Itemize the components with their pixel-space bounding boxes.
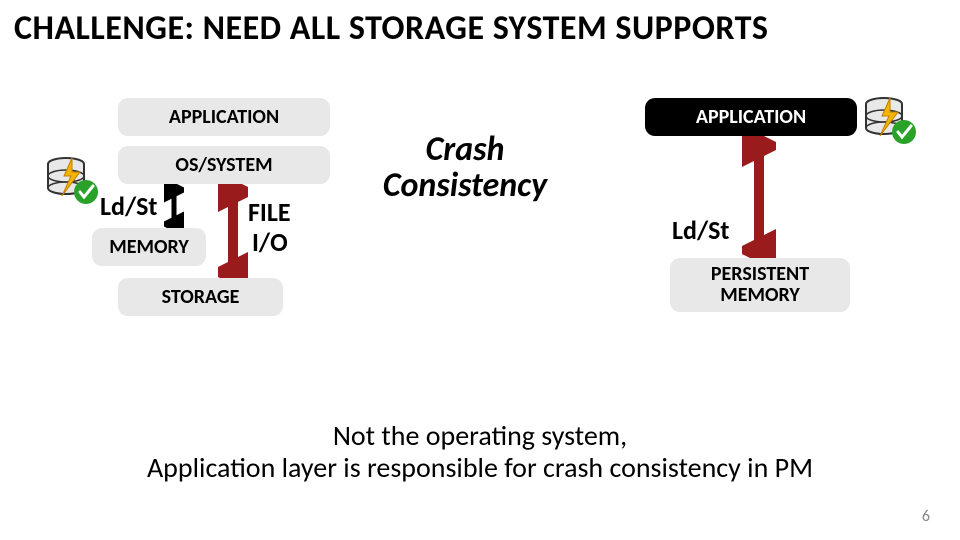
right-pm-box: PERSISTENT MEMORY xyxy=(670,258,850,312)
right-application-box: APPLICATION xyxy=(645,98,857,136)
pm-line2: MEMORY xyxy=(720,283,800,307)
right-ldst-arrow-icon xyxy=(742,136,776,260)
left-fileio-label-line2: I/O xyxy=(252,226,288,258)
page-number: 6 xyxy=(922,507,930,526)
crash-consistency-label: Crash Consistency xyxy=(335,132,595,203)
right-db-check-icon xyxy=(862,94,920,150)
slide-title: CHALLENGE: NEED ALL STORAGE SYSTEM SUPPO… xyxy=(0,0,960,51)
crash-line2: Consistency xyxy=(383,165,547,206)
left-os-system-box: OS/SYSTEM xyxy=(118,146,330,184)
left-application-box: APPLICATION xyxy=(118,98,330,136)
right-ldst-label: Ld/St xyxy=(672,214,729,246)
left-memory-box: MEMORY xyxy=(92,228,206,266)
bottom-line1: Not the operating system, xyxy=(333,418,627,453)
left-db-check-icon xyxy=(44,154,102,210)
left-storage-box: STORAGE xyxy=(118,278,283,316)
left-fileio-arrow-icon xyxy=(218,184,248,280)
left-ldst-label: Ld/St xyxy=(100,190,157,222)
bottom-summary: Not the operating system, Application la… xyxy=(0,420,960,484)
left-fileio-label-line1: FILE xyxy=(248,196,291,228)
left-ldst-arrow-icon xyxy=(164,184,184,230)
bottom-line2: Application layer is responsible for cra… xyxy=(147,450,813,485)
